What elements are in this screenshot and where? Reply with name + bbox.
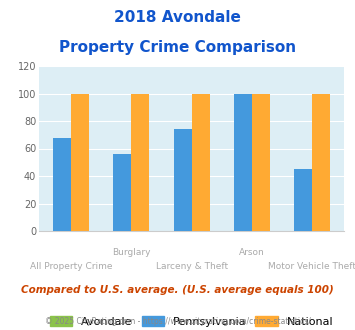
Text: Property Crime Comparison: Property Crime Comparison (59, 40, 296, 54)
Bar (131, 93, 149, 231)
Bar (53, 138, 71, 231)
Text: Larceny & Theft: Larceny & Theft (155, 262, 228, 271)
Text: Motor Vehicle Theft: Motor Vehicle Theft (268, 262, 355, 271)
Text: © 2025 CityRating.com - https://www.cityrating.com/crime-statistics/: © 2025 CityRating.com - https://www.city… (45, 317, 310, 326)
Bar (294, 169, 312, 231)
Bar (234, 93, 252, 231)
Bar (174, 129, 192, 231)
Text: All Property Crime: All Property Crime (30, 262, 112, 271)
Text: 2018 Avondale: 2018 Avondale (114, 10, 241, 25)
Legend: Avondale, Pennsylvania, National: Avondale, Pennsylvania, National (50, 316, 333, 327)
Bar (71, 93, 89, 231)
Text: Compared to U.S. average. (U.S. average equals 100): Compared to U.S. average. (U.S. average … (21, 285, 334, 295)
Bar (312, 93, 331, 231)
Text: Arson: Arson (239, 248, 265, 257)
Bar (113, 154, 131, 231)
Text: Burglary: Burglary (112, 248, 151, 257)
Bar (192, 93, 210, 231)
Bar (252, 93, 270, 231)
